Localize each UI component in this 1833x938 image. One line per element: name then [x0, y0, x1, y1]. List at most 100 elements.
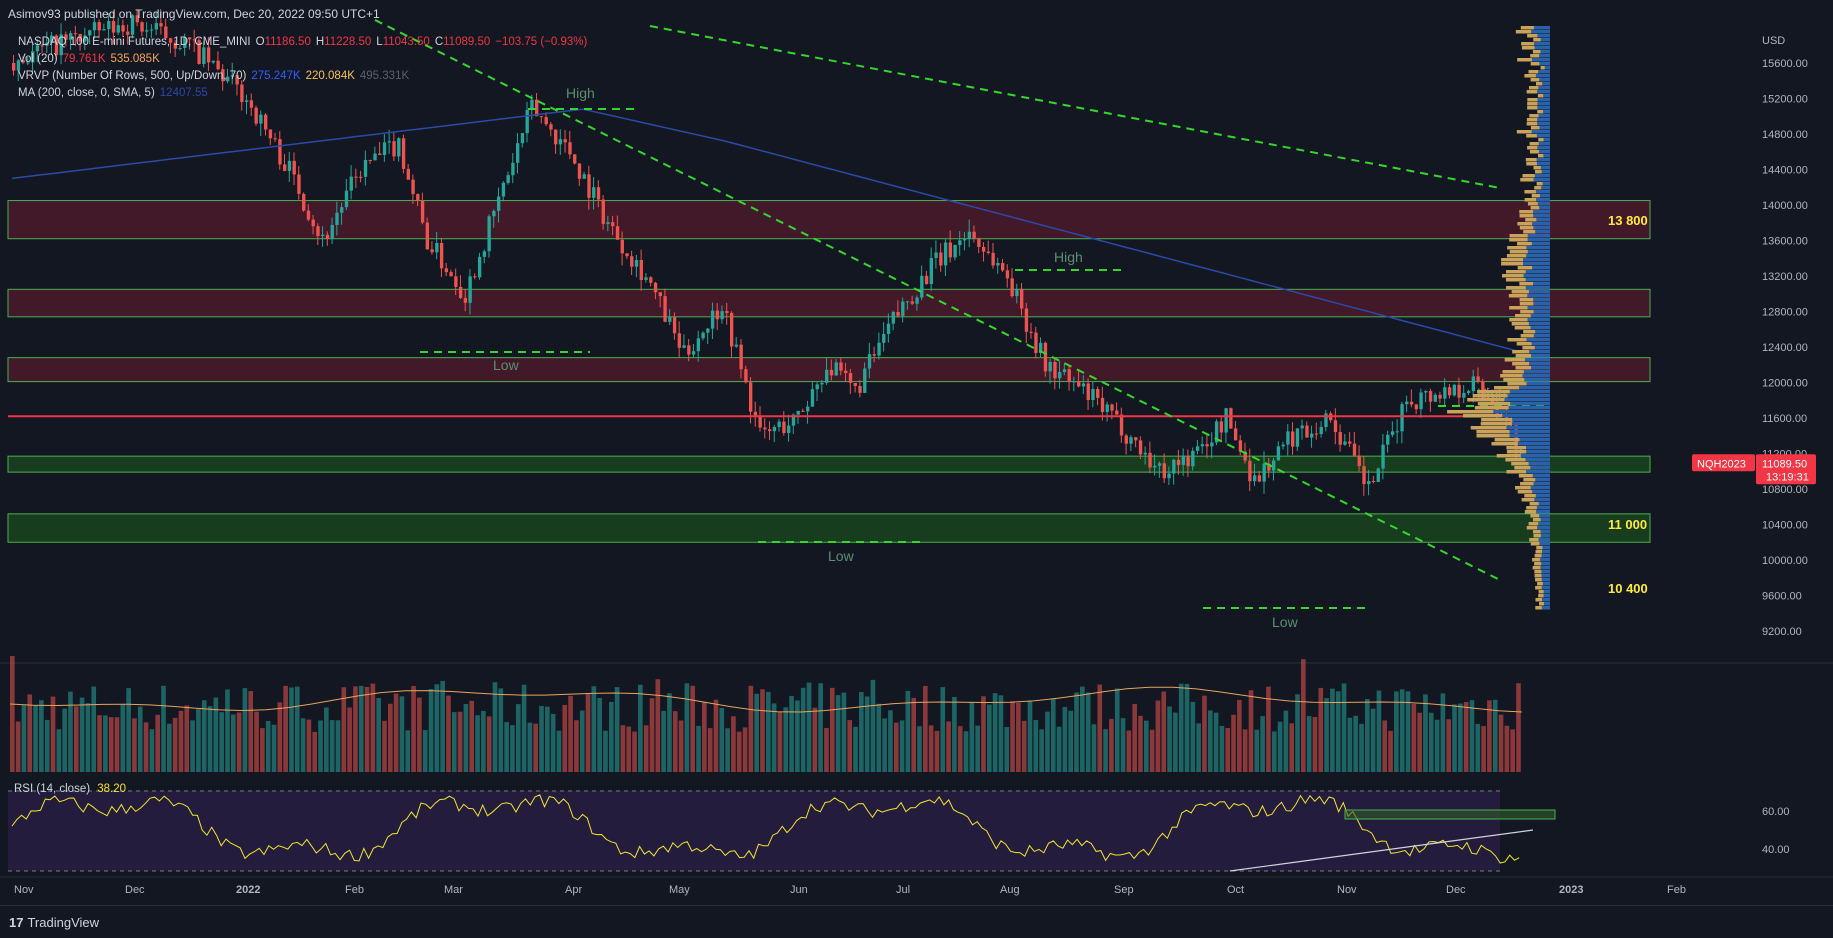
symbol-name[interactable]: NASDAQ 100 E-mini Futures, 1D, CME_MINI [18, 36, 251, 48]
vrvp-up-row [1531, 242, 1550, 246]
candle-body [225, 76, 230, 82]
vrvp-up-row [1519, 438, 1550, 442]
resistance-zone[interactable] [7, 357, 1651, 383]
volume-bar [1277, 721, 1283, 772]
candle-body [1143, 452, 1147, 455]
vrvp-down-row [1463, 414, 1503, 418]
vrvp-up-row [1530, 314, 1550, 318]
tradingview-logo[interactable]: 17 TradingView [9, 915, 99, 930]
vrvp-label[interactable]: VRVP (Number Of Rows, 500, Up/Down, 70) [18, 70, 247, 82]
candle-body [744, 369, 748, 383]
candle-body [1276, 446, 1281, 461]
zones-group [7, 200, 1651, 543]
volume-bar [1504, 725, 1510, 772]
candle-body [1115, 410, 1119, 415]
candle-body [83, 35, 87, 42]
resistance-zone[interactable] [7, 200, 1651, 240]
resistance-zone[interactable] [7, 288, 1651, 318]
volume-bar [132, 718, 137, 772]
vrvp-down-row [1537, 582, 1543, 586]
publish-header: Asimov93 published on TradingView.com, D… [8, 7, 380, 21]
candle-body [202, 47, 206, 64]
volume-bar [661, 710, 666, 772]
last-price-badge[interactable] [1756, 454, 1816, 485]
trendline-upper[interactable] [649, 25, 1501, 189]
volume-bar [1190, 701, 1196, 772]
ma-label[interactable]: MA (200, close, 0, SMA, 5) [18, 87, 155, 99]
support-zone[interactable] [7, 513, 1651, 543]
rsi-trendline[interactable] [1229, 829, 1534, 872]
legend-symbol-row[interactable]: NASDAQ 100 E-mini Futures, 1D, CME_MINI O… [18, 34, 592, 51]
vrvp-down-row [1515, 30, 1532, 34]
candle-body [240, 84, 244, 102]
candle-body [1338, 432, 1342, 445]
volume-bar [196, 709, 201, 772]
symbol-badge[interactable] [1692, 454, 1755, 472]
volume-bar [103, 715, 108, 772]
volume-bar [957, 726, 963, 772]
last-price-text: 11089.50 [1762, 458, 1807, 470]
candle-body [1333, 420, 1338, 433]
volume-bar [97, 715, 102, 772]
vrvp-down-row [1508, 294, 1528, 298]
volume-ma-line [9, 686, 1523, 713]
volume-value: 79.761K [62, 53, 106, 65]
candle-body [801, 410, 805, 412]
volume-bar [859, 691, 864, 772]
candle-body [1210, 442, 1214, 447]
volume-bar [620, 725, 626, 772]
ohlc-change: −103.75 (−0.93%) [495, 36, 588, 48]
volume-bar [760, 689, 765, 772]
volume-bar [341, 687, 347, 772]
vrvp-up-row [1525, 358, 1550, 362]
rsi-pane[interactable] [8, 790, 1556, 872]
vrvp-up-row [1531, 354, 1550, 358]
legend-vrvp-row[interactable]: VRVP (Number Of Rows, 500, Up/Down, 70) 2… [18, 68, 592, 85]
candle-body [929, 257, 934, 285]
candle-body [1100, 397, 1105, 412]
legend-volume-row[interactable]: Vol (20) 79.761K 535.085K [18, 51, 592, 68]
volume-bar [312, 731, 318, 772]
volume-bar [975, 725, 980, 772]
candle-body [791, 414, 796, 426]
rsi-line[interactable] [11, 794, 1520, 864]
rsi-legend[interactable]: RSI (14, close) 38.20 [14, 783, 126, 795]
volume-bar [1399, 689, 1405, 772]
volume-bar [230, 714, 236, 772]
vrvp-up-row [1517, 442, 1550, 446]
vrvp-up-row [1536, 510, 1550, 514]
candle-body [820, 382, 824, 385]
candle-body [1300, 425, 1304, 429]
rsi-label[interactable]: RSI (14, close) [14, 783, 91, 795]
vrvp-up-row [1526, 446, 1550, 450]
candle-body [763, 427, 767, 430]
vrvp-profile[interactable] [1447, 26, 1550, 610]
rsi-channel-zone[interactable] [1344, 809, 1556, 820]
vrvp-up-row [1543, 94, 1550, 98]
volume-bar [1463, 701, 1469, 772]
volume-bar [364, 686, 370, 772]
volume-bar [800, 687, 806, 772]
volume-label[interactable]: Vol (20) [18, 53, 58, 65]
vrvp-down-row [1524, 198, 1537, 202]
candle-body [967, 231, 972, 239]
volume-bar [614, 687, 620, 772]
vrvp-down-row [1529, 114, 1539, 118]
volume-bar [521, 684, 527, 772]
vrvp-up-row [1527, 250, 1550, 254]
vrvp-up-row [1541, 586, 1550, 590]
candle-body [311, 219, 315, 227]
volume-bar [707, 728, 713, 772]
vrvp-down-row [1505, 278, 1526, 282]
legend-ma-row[interactable]: MA (200, close, 0, SMA, 5) 12407.55 [18, 85, 592, 102]
support-zone[interactable] [7, 455, 1651, 473]
vrvp-down-row [1494, 438, 1520, 442]
vrvp-up-row [1533, 210, 1550, 214]
vrvp-up-row [1530, 486, 1550, 490]
vrvp-down-row [1515, 314, 1531, 318]
candle-body [1134, 437, 1138, 441]
ma200-line[interactable] [11, 108, 1525, 354]
candle-body [886, 323, 891, 334]
candle-body [1157, 463, 1162, 466]
